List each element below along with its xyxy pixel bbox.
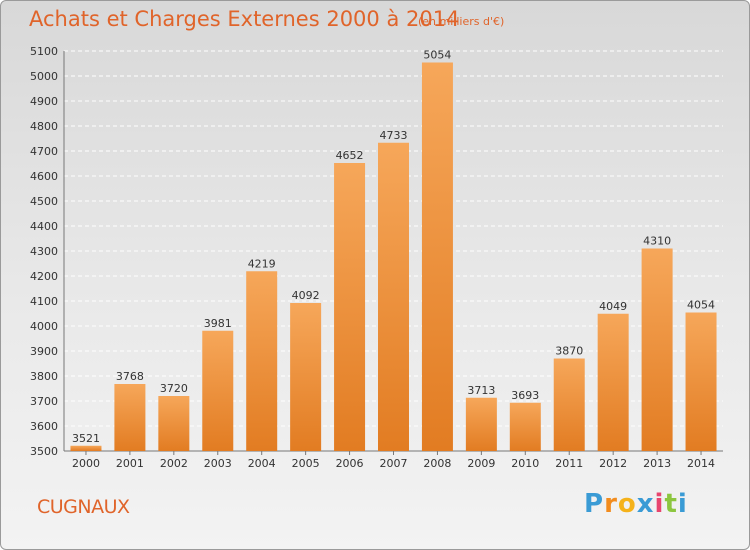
y-tick-label: 5000 (30, 70, 58, 83)
x-tick-label: 2003 (204, 457, 232, 470)
y-tick-label: 4200 (30, 270, 58, 283)
bar (114, 384, 146, 451)
y-tick-label: 3600 (30, 420, 58, 433)
bar (641, 248, 673, 451)
y-tick-label: 3900 (30, 345, 58, 358)
y-tick-label: 5100 (30, 45, 58, 58)
proxiti-logo: Proxiti (584, 489, 688, 519)
y-tick-label: 4700 (30, 145, 58, 158)
bar (158, 396, 190, 451)
bar (70, 445, 102, 451)
x-tick-label: 2012 (599, 457, 627, 470)
bar (465, 397, 497, 451)
x-tick-label: 2001 (116, 457, 144, 470)
bar (290, 303, 322, 451)
bar (553, 358, 585, 451)
x-tick-label: 2009 (467, 457, 495, 470)
x-tick-label: 2002 (160, 457, 188, 470)
x-tick-label: 2006 (336, 457, 364, 470)
y-tick-label: 4600 (30, 170, 58, 183)
y-tick-label: 3800 (30, 370, 58, 383)
y-tick-label: 3500 (30, 445, 58, 458)
data-label: 5054 (423, 49, 451, 62)
x-tick-label: 2000 (72, 457, 100, 470)
data-label: 4092 (292, 289, 320, 302)
data-label: 3693 (511, 389, 539, 402)
y-tick-label: 4000 (30, 320, 58, 333)
logo-letter: i (654, 489, 665, 519)
chart-title: Achats et Charges Externes 2000 à 2014 (29, 7, 460, 31)
data-label: 4054 (687, 299, 715, 312)
y-tick-label: 4400 (30, 220, 58, 233)
bar (334, 163, 366, 451)
x-tick-label: 2008 (423, 457, 451, 470)
x-tick-label: 2014 (687, 457, 715, 470)
x-tick-label: 2011 (555, 457, 583, 470)
bar (246, 271, 278, 451)
x-tick-label: 2004 (248, 457, 276, 470)
data-label: 3521 (72, 432, 100, 445)
x-tick-label: 2010 (511, 457, 539, 470)
bar (685, 312, 717, 451)
y-tick-label: 4500 (30, 195, 58, 208)
logo-letter: x (636, 489, 655, 519)
logo-letter: t (664, 489, 678, 519)
data-label: 3870 (555, 345, 583, 358)
commune-name: CUGNAUX (37, 496, 130, 518)
data-label: 4733 (380, 129, 408, 142)
y-tick-label: 4300 (30, 245, 58, 258)
y-tick-label: 4800 (30, 120, 58, 133)
data-label: 4049 (599, 300, 627, 313)
chart-subtitle: (en milliers d'€) (418, 15, 505, 28)
bar (421, 62, 453, 451)
logo-letter: o (617, 489, 637, 519)
y-tick-label: 4900 (30, 95, 58, 108)
x-tick-label: 2013 (643, 457, 671, 470)
x-tick-label: 2007 (380, 457, 408, 470)
y-tick-label: 3700 (30, 395, 58, 408)
logo-letter: P (584, 489, 605, 519)
data-label: 3981 (204, 317, 232, 330)
x-tick-label: 2005 (292, 457, 320, 470)
y-tick-label: 4100 (30, 295, 58, 308)
bar (202, 330, 234, 451)
data-label: 3720 (160, 382, 188, 395)
bar (597, 313, 629, 451)
data-label: 4652 (336, 149, 364, 162)
logo-letter: i (677, 489, 688, 519)
data-label: 4219 (248, 257, 276, 270)
data-label: 3768 (116, 370, 144, 383)
data-label: 3713 (467, 384, 495, 397)
data-label: 4310 (643, 235, 671, 248)
logo-letter: r (604, 489, 618, 519)
bar (509, 402, 541, 451)
bar (378, 142, 409, 451)
